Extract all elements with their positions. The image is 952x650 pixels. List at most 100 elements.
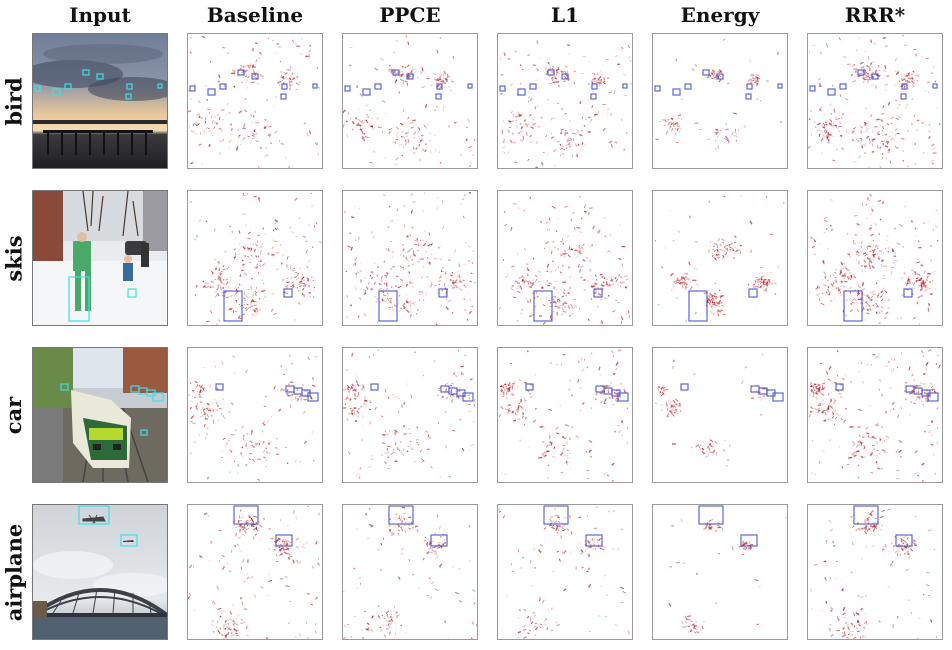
heat-stroke <box>435 323 438 325</box>
heat-stroke <box>739 244 743 247</box>
heat-stroke <box>828 102 833 107</box>
heat-stroke <box>610 278 614 281</box>
heat-stroke <box>557 248 559 251</box>
heat-stroke <box>256 234 261 237</box>
heat-stroke <box>914 272 918 276</box>
heat-stroke <box>389 631 391 635</box>
heat-stroke <box>887 151 891 155</box>
heat-stroke <box>568 145 571 148</box>
heat-stroke <box>876 294 879 298</box>
heat-stroke <box>861 287 866 291</box>
heat-stroke <box>230 127 233 132</box>
heat-stroke <box>912 316 916 320</box>
heat-stroke <box>561 526 564 529</box>
heat-stroke <box>620 46 624 50</box>
heat-stroke <box>917 240 920 243</box>
heatmap-bird-rrr <box>807 33 943 169</box>
heat-stroke <box>421 257 425 261</box>
heat-stroke <box>848 255 851 258</box>
heat-stroke <box>885 435 890 439</box>
heat-stroke <box>222 437 226 440</box>
heat-stroke <box>707 249 711 254</box>
heat-stroke <box>920 286 924 289</box>
heat-stroke <box>298 81 301 83</box>
heat-stroke <box>918 396 921 398</box>
heat-stroke <box>709 299 712 302</box>
heat-stroke <box>286 277 289 279</box>
heat-stroke <box>663 124 666 127</box>
heat-stroke <box>762 286 765 290</box>
heat-stroke <box>250 254 253 257</box>
heat-stroke <box>611 479 614 482</box>
heat-stroke <box>839 291 842 294</box>
heat-stroke <box>507 407 510 412</box>
heat-stroke <box>445 298 448 302</box>
heat-stroke <box>587 553 590 557</box>
heat-stroke <box>216 293 220 297</box>
heat-stroke <box>876 422 880 425</box>
heat-stroke <box>691 279 694 282</box>
heat-stroke <box>558 558 561 562</box>
heat-stroke <box>403 517 406 521</box>
heat-stroke <box>615 299 618 302</box>
heat-stroke <box>615 368 618 370</box>
heat-stroke <box>407 445 412 448</box>
heat-stroke <box>884 543 887 548</box>
heat-stroke <box>206 427 209 429</box>
heat-stroke <box>292 543 295 547</box>
heat-stroke <box>678 130 681 134</box>
heat-stroke <box>579 101 582 105</box>
heat-stroke <box>454 279 458 283</box>
heatmap-skis-energy <box>652 190 788 326</box>
heat-stroke <box>271 292 274 296</box>
heat-stroke <box>527 281 530 286</box>
heat-stroke <box>217 275 220 278</box>
heat-stroke <box>715 133 718 135</box>
heat-stroke <box>399 518 402 522</box>
heat-stroke <box>451 399 454 404</box>
heat-stroke <box>563 75 567 80</box>
heat-stroke <box>921 55 923 58</box>
heat-stroke <box>930 434 933 436</box>
heat-stroke <box>674 412 678 414</box>
heat-stroke <box>413 460 416 463</box>
heat-stroke <box>421 460 425 463</box>
heat-stroke <box>562 435 565 438</box>
heat-stroke <box>438 81 441 83</box>
heat-stroke <box>865 301 868 304</box>
heat-stroke <box>214 116 217 118</box>
heat-stroke <box>408 558 411 562</box>
heat-stroke <box>821 449 826 453</box>
heat-stroke <box>193 396 197 399</box>
heat-stroke <box>344 385 346 389</box>
heat-stroke <box>770 282 774 285</box>
heat-stroke <box>458 418 462 421</box>
heat-stroke <box>198 434 201 436</box>
heat-stroke <box>870 224 873 227</box>
heat-stroke <box>669 125 672 129</box>
heat-stroke <box>313 296 315 299</box>
heat-stroke <box>824 564 828 567</box>
heat-stroke <box>710 298 713 301</box>
heat-stroke <box>385 274 387 279</box>
heat-stroke <box>566 527 570 531</box>
heat-stroke <box>205 220 208 223</box>
heat-stroke <box>394 429 398 433</box>
heat-stroke <box>205 282 209 285</box>
heat-stroke <box>609 279 613 282</box>
heat-stroke <box>382 193 386 197</box>
heat-stroke <box>609 397 611 399</box>
heat-stroke <box>570 218 572 222</box>
heat-stroke <box>315 623 317 625</box>
heat-stroke <box>902 245 905 248</box>
heat-stroke <box>911 80 915 84</box>
heat-stroke <box>211 119 215 124</box>
heat-stroke <box>921 479 924 482</box>
heat-stroke <box>449 395 452 397</box>
heat-stroke <box>246 527 251 530</box>
heat-stroke <box>858 155 862 159</box>
heat-stroke <box>573 211 575 214</box>
heat-stroke <box>467 394 471 397</box>
heat-stroke <box>586 540 591 544</box>
heat-stroke <box>355 385 357 387</box>
